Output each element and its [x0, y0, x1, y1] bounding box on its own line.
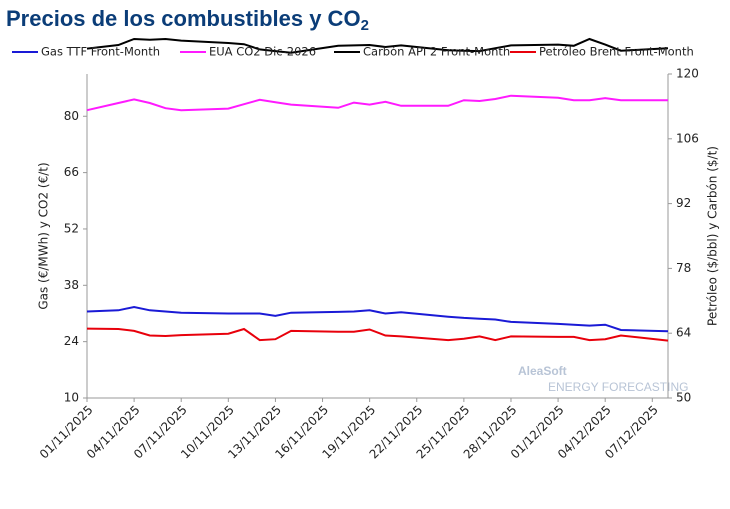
series-line: [86, 327, 669, 342]
watermark: AleaSoft: [518, 364, 567, 378]
legend-label: Carbón API 2 Front-Month: [363, 45, 510, 59]
legend-label: EUA CO2 Dic-2026: [209, 45, 316, 59]
series-line: [86, 37, 669, 54]
y-tick-label: 10: [64, 391, 79, 405]
watermark-subtitle: ENERGY FORECASTING: [548, 380, 688, 394]
y2-tick-label: 50: [676, 391, 691, 405]
y-tick-label: 80: [64, 109, 79, 123]
y2-tick-label: 120: [676, 67, 699, 81]
series-line: [86, 94, 668, 112]
y-axis-label: Gas (€/MWh) y CO2 (€/t): [37, 162, 51, 309]
y2-tick-label: 106: [676, 131, 699, 145]
y2-tick-label: 64: [676, 326, 691, 340]
legend-label: Gas TTF Front-Month: [41, 45, 160, 59]
series-line: [86, 305, 669, 333]
y-tick-label: 52: [64, 221, 79, 235]
legend-label: Petróleo Brent Front-Month: [539, 45, 694, 59]
chart-title: Precios de los combustibles y CO2: [6, 6, 369, 34]
y-tick-label: 66: [64, 165, 79, 179]
y2-tick-label: 78: [676, 261, 691, 275]
y-tick-label: 38: [64, 278, 79, 292]
y2-axis-label: Petróleo ($/bbl) y Carbón ($/t): [706, 146, 720, 326]
y2-tick-label: 92: [676, 196, 691, 210]
y-tick-label: 24: [64, 334, 79, 348]
